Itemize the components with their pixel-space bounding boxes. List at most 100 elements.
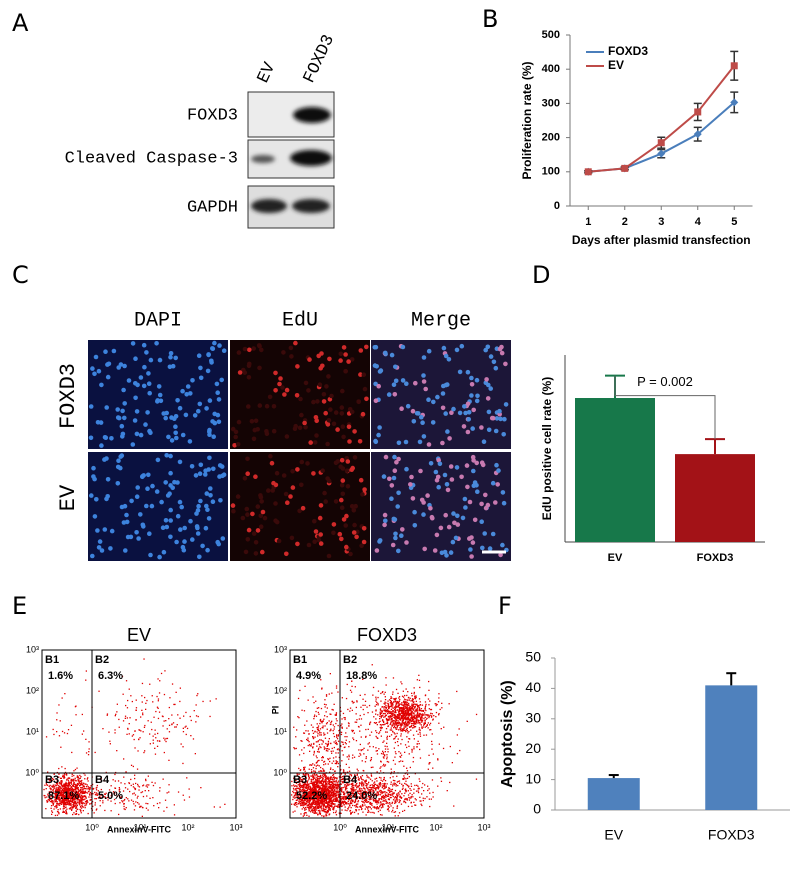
event-dot: [364, 802, 365, 803]
event-dot: [402, 728, 403, 729]
event-dot: [421, 793, 422, 794]
event-dot: [132, 793, 133, 794]
event-dot: [145, 779, 146, 780]
event-dot: [396, 776, 397, 777]
cell: [465, 485, 470, 490]
event-dot: [381, 717, 382, 718]
event-dot: [380, 794, 381, 795]
event-dot: [86, 803, 87, 804]
event-dot: [315, 779, 316, 780]
event-dot: [367, 808, 368, 809]
event-dot: [318, 804, 319, 805]
event-dot: [411, 806, 412, 807]
cell: [105, 362, 110, 367]
event-dot: [59, 735, 60, 736]
event-dot: [65, 768, 66, 769]
micrograph: [230, 452, 370, 561]
cell: [436, 485, 441, 490]
event-dot: [148, 809, 149, 810]
event-dot: [321, 777, 322, 778]
event-dot: [84, 788, 85, 789]
event-dot: [383, 791, 384, 792]
event-dot: [395, 815, 396, 816]
event-dot: [148, 790, 149, 791]
cell: [308, 440, 313, 445]
event-dot: [125, 771, 126, 772]
event-dot: [135, 719, 136, 720]
event-dot: [156, 696, 157, 697]
event-dot: [124, 808, 125, 809]
cell: [446, 488, 451, 493]
event-dot: [152, 701, 153, 702]
event-dot: [311, 810, 312, 811]
event-dot: [334, 793, 335, 794]
event-dot: [323, 808, 324, 809]
cell: [142, 343, 147, 348]
cell: [400, 527, 405, 532]
event-dot: [341, 773, 342, 774]
cell: [411, 409, 416, 414]
event-dot: [195, 753, 196, 754]
event-dot: [403, 723, 404, 724]
cell: [184, 392, 189, 397]
event-dot: [146, 785, 147, 786]
cell: [488, 386, 493, 391]
event-dot: [326, 776, 327, 777]
event-dot: [389, 792, 390, 793]
event-dot: [421, 714, 422, 715]
event-dot: [64, 732, 65, 733]
event-dot: [125, 718, 126, 719]
event-dot: [76, 811, 77, 812]
event-dot: [343, 799, 344, 800]
cell: [401, 345, 406, 350]
event-dot: [327, 803, 328, 804]
event-dot: [332, 795, 333, 796]
event-dot: [396, 793, 397, 794]
cell: [265, 404, 270, 409]
row-label: EV: [56, 484, 81, 511]
event-dot: [314, 785, 315, 786]
event-dot: [425, 707, 426, 708]
cell: [104, 497, 109, 502]
event-dot: [138, 785, 139, 786]
cell: [259, 499, 264, 504]
event-dot: [393, 799, 394, 800]
cell: [198, 499, 203, 504]
cell: [135, 432, 140, 437]
event-dot: [419, 797, 420, 798]
event-dot: [411, 704, 412, 705]
event-dot: [361, 783, 362, 784]
cell: [487, 410, 492, 415]
event-dot: [356, 806, 357, 807]
event-dot: [149, 684, 150, 685]
event-dot: [164, 720, 165, 721]
event-dot: [76, 814, 77, 815]
event-dot: [336, 810, 337, 811]
event-dot: [414, 692, 415, 693]
cell: [186, 384, 191, 389]
event-dot: [167, 792, 168, 793]
event-dot: [386, 728, 387, 729]
event-dot: [143, 785, 144, 786]
cell: [208, 398, 213, 403]
cell: [500, 543, 505, 548]
event-dot: [68, 729, 69, 730]
event-dot: [296, 804, 297, 805]
cell: [318, 516, 323, 521]
event-dot: [67, 804, 68, 805]
cell: [157, 555, 162, 560]
cell: [393, 517, 398, 522]
cell: [312, 539, 317, 544]
cell: [131, 442, 136, 447]
cell: [344, 545, 349, 550]
cell: [392, 455, 397, 460]
event-dot: [338, 801, 339, 802]
event-dot: [333, 779, 334, 780]
event-dot: [317, 814, 318, 815]
event-dot: [95, 752, 96, 753]
cell: [470, 382, 475, 387]
event-dot: [397, 709, 398, 710]
event-dot: [107, 713, 108, 714]
event-dot: [88, 787, 89, 788]
cell: [393, 365, 398, 370]
